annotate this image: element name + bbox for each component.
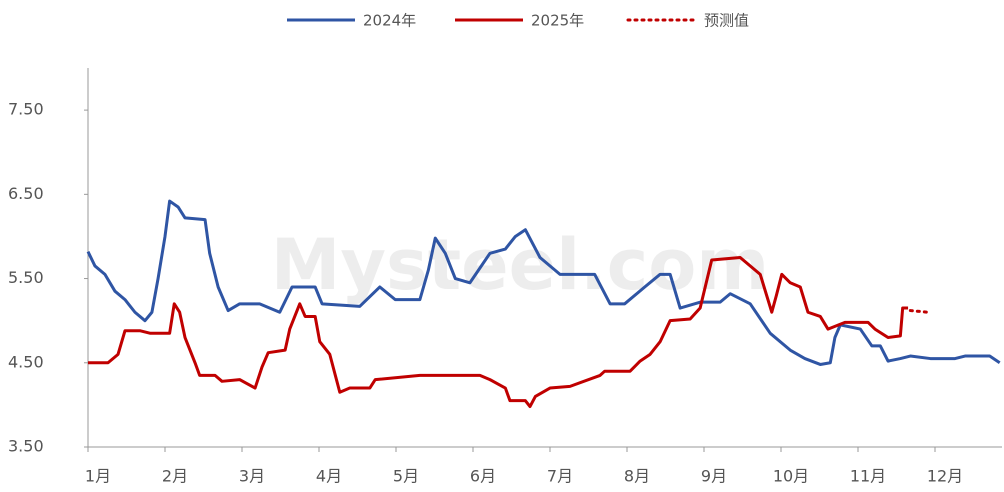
x-tick-label: 5月 — [393, 467, 419, 486]
x-tick-label: 12月 — [927, 467, 963, 486]
y-tick-label: 3.50 — [8, 437, 44, 456]
series-line — [908, 309, 930, 314]
legend-label: 预测值 — [704, 12, 749, 30]
x-tick-label: 8月 — [624, 467, 650, 486]
legend-label: 2025年 — [531, 12, 584, 30]
watermark: Mysteel.com — [271, 224, 769, 306]
legend-label: 2024年 — [363, 12, 416, 30]
x-tick-label: 3月 — [239, 467, 265, 486]
y-tick-label: 5.50 — [8, 268, 44, 287]
y-tick-label: 7.50 — [8, 100, 44, 119]
x-tick-label: 10月 — [773, 467, 809, 486]
x-tick-label: 4月 — [316, 467, 342, 486]
x-tick-label: 7月 — [547, 467, 573, 486]
y-tick-label: 4.50 — [8, 352, 44, 371]
series-line — [88, 256, 909, 409]
legend: 2024年 2025年 预测值 — [287, 12, 749, 30]
x-tick-label: 11月 — [850, 467, 886, 486]
y-tick-label: 6.50 — [8, 184, 44, 203]
x-tick-label: 1月 — [85, 467, 111, 486]
x-tick-label: 2月 — [162, 467, 188, 486]
x-tick-label: 6月 — [470, 467, 496, 486]
x-tick-label: 9月 — [701, 467, 727, 486]
